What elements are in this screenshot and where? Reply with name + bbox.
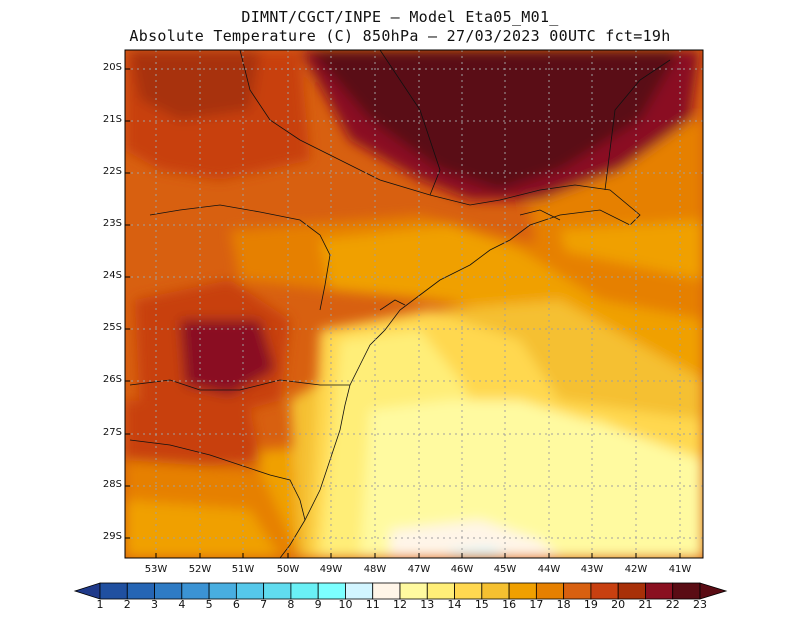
bay-rj — [519, 209, 561, 221]
colorbar — [73, 582, 728, 600]
lon-label: 46W — [450, 564, 474, 575]
lat-label: 23S — [102, 218, 122, 229]
lon-label: 48W — [363, 564, 387, 575]
colorbar-swatch — [181, 582, 210, 600]
lat-label: 28S — [102, 479, 122, 490]
lat-lon-grid — [125, 50, 703, 558]
colorbar-label: 2 — [123, 598, 131, 611]
colorbar-label: 13 — [420, 598, 435, 611]
colorbar-label: 14 — [447, 598, 462, 611]
title-line-2: Absolute Temperature (C) 850hPa – 27/03/… — [129, 27, 671, 45]
colorbar-label: 18 — [556, 598, 571, 611]
colorbar-swatch — [372, 582, 401, 600]
bay-pr — [379, 299, 406, 311]
colorbar-label: 17 — [529, 598, 544, 611]
colorbar-swatch — [645, 582, 674, 600]
colorbar-swatch — [126, 582, 155, 600]
border-mg-inner — [379, 50, 441, 196]
colorbar-label: 8 — [287, 598, 295, 611]
colorbar-label: 19 — [583, 598, 598, 611]
colorbar-swatch — [563, 582, 592, 600]
title-line-1: DIMNT/CGCT/INPE – Model Eta05_M01_ — [241, 8, 559, 26]
colorbar-swatch — [672, 582, 701, 600]
colorbar-swatch — [317, 582, 346, 600]
colorbar-label: 4 — [178, 598, 186, 611]
colorbar-swatch — [263, 582, 292, 600]
map-frame — [124, 49, 704, 559]
lat-label: 25S — [102, 322, 122, 333]
colorbar-label: 23 — [693, 598, 707, 611]
colorbar-label: 1 — [96, 598, 104, 611]
field-sw-20 — [125, 400, 260, 470]
colorbar-label: 16 — [502, 598, 517, 611]
colorbar-label: 12 — [393, 598, 407, 611]
colorbar-swatch — [535, 582, 565, 600]
field-sw-17 — [125, 500, 280, 558]
colorbar-swatch — [617, 582, 646, 600]
coastline — [279, 184, 641, 558]
colorbar-swatch — [426, 582, 455, 600]
lat-label: 21S — [102, 114, 122, 125]
colorbar-label: 22 — [665, 598, 680, 611]
axis-ticks — [125, 68, 681, 558]
lon-label: 45W — [493, 564, 517, 575]
coastline-borders — [129, 50, 671, 558]
border-mg-sp — [239, 50, 431, 196]
colorbar-label: 3 — [151, 598, 159, 611]
lon-label: 47W — [407, 564, 431, 575]
border-pr-sc — [129, 379, 350, 391]
colorbar-swatch — [481, 582, 510, 600]
colorbar-swatch — [208, 582, 237, 600]
lon-label: 52W — [188, 564, 212, 575]
lat-label: 26S — [102, 374, 122, 385]
lon-label: 42W — [624, 564, 648, 575]
colorbar-label: 7 — [260, 598, 268, 611]
field-w-22 — [180, 320, 275, 395]
colorbar-swatch — [590, 582, 619, 600]
lat-label: 22S — [102, 166, 122, 177]
colorbar-label: 21 — [638, 598, 653, 611]
lon-label: 50W — [276, 564, 300, 575]
field-s-11 — [450, 548, 510, 558]
lon-label: 43W — [580, 564, 604, 575]
border-sp-pr — [149, 204, 331, 311]
colorbar-label: 11 — [365, 598, 380, 611]
lat-label: 20S — [102, 62, 122, 73]
colorbar-label: 15 — [474, 598, 489, 611]
colorbar-swatch — [345, 582, 374, 600]
border-sc-rs — [129, 439, 306, 521]
colorbar-arrow-left — [73, 582, 101, 600]
field-ne-23 — [310, 50, 680, 190]
lon-label: 51W — [231, 564, 255, 575]
colorbar-swatch — [454, 582, 483, 600]
lon-label: 41W — [668, 564, 692, 575]
colorbar-label: 10 — [338, 598, 353, 611]
field-s-13 — [360, 400, 703, 558]
lon-label: 49W — [319, 564, 343, 575]
colorbar-swatch — [290, 582, 319, 600]
lon-label: 44W — [537, 564, 561, 575]
field-s-12 — [390, 520, 560, 558]
colorbar-label: 6 — [232, 598, 240, 611]
colorbar-swatch — [154, 582, 183, 600]
colorbar-label: 9 — [314, 598, 322, 611]
lat-label: 27S — [102, 427, 122, 438]
temperature-field — [125, 50, 703, 558]
colorbar-swatch — [508, 582, 537, 600]
colorbar-arrow-right — [699, 582, 728, 600]
colorbar-swatch — [235, 582, 265, 600]
colorbar-label: 5 — [205, 598, 213, 611]
colorbar-swatch — [99, 582, 128, 600]
field-nw-21 — [130, 50, 260, 120]
border-mg-es — [604, 59, 671, 191]
colorbar-swatch — [399, 582, 428, 600]
lat-label: 29S — [102, 531, 122, 542]
colorbar-label: 20 — [611, 598, 626, 611]
lon-label: 53W — [144, 564, 168, 575]
lat-label: 24S — [102, 270, 122, 281]
